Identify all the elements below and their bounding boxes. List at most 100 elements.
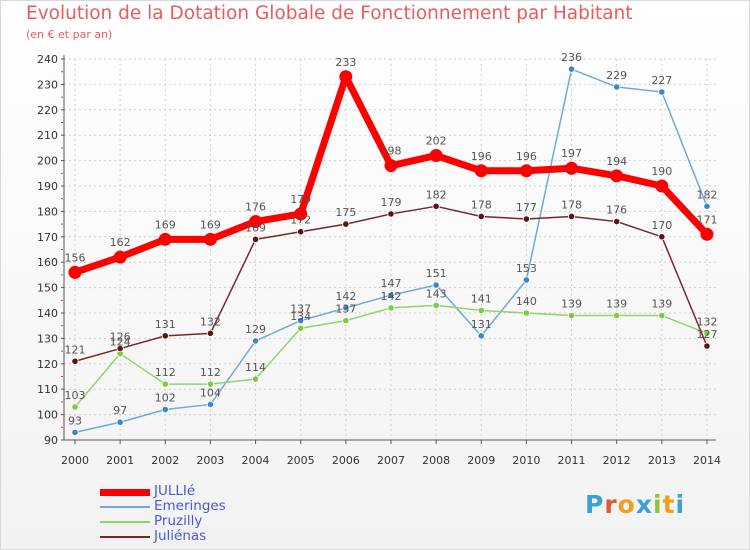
data-label: 139 <box>561 298 582 311</box>
data-label: 162 <box>110 236 131 249</box>
data-point <box>522 276 531 284</box>
data-label: 132 <box>200 315 221 328</box>
data-point <box>387 210 395 218</box>
legend-label-emeringes: Emeringes <box>154 498 226 514</box>
data-label: 147 <box>380 277 401 290</box>
data-point <box>71 357 79 365</box>
data-label: 140 <box>516 295 537 308</box>
data-label: 178 <box>561 198 582 211</box>
data-label: 114 <box>245 361 266 374</box>
y-tick-label: 130 <box>37 332 58 345</box>
data-label: 169 <box>155 218 176 231</box>
data-label: 197 <box>561 147 582 160</box>
data-point <box>206 329 215 337</box>
y-tick-label: 230 <box>37 78 58 91</box>
x-tick-label: 2006 <box>332 454 360 467</box>
data-label: 176 <box>606 204 627 217</box>
data-point <box>658 88 666 96</box>
x-tick-label: 2002 <box>151 454 179 467</box>
data-label: 142 <box>335 290 356 303</box>
data-label: 103 <box>65 389 86 402</box>
logo-letter: i <box>675 490 686 519</box>
legend-label-pruzilly: Pruzilly <box>154 513 203 529</box>
y-tick-label: 170 <box>37 231 58 244</box>
data-label: 202 <box>426 135 447 148</box>
data-point <box>522 309 531 317</box>
data-label: 112 <box>155 366 176 379</box>
logo-letter: x <box>635 490 653 519</box>
data-point <box>658 233 666 241</box>
legend-swatch-emeringes <box>100 506 150 508</box>
data-label: 142 <box>380 290 401 303</box>
data-point <box>700 227 714 241</box>
chart-title: Evolution de la Dotation Globale de Fonc… <box>26 3 633 24</box>
data-point <box>703 329 711 337</box>
y-tick-label: 140 <box>37 307 58 320</box>
x-tick-label: 2003 <box>196 454 224 467</box>
data-label: 182 <box>696 188 717 201</box>
data-point <box>519 164 533 178</box>
data-point <box>206 380 215 388</box>
data-label: 196 <box>516 150 537 163</box>
data-point <box>477 306 485 315</box>
data-point <box>342 317 350 325</box>
data-label: 97 <box>113 404 127 417</box>
data-label: 236 <box>561 51 582 64</box>
data-point <box>249 215 263 229</box>
data-label: 170 <box>651 219 672 232</box>
data-label: 176 <box>245 201 266 214</box>
y-tick-label: 150 <box>37 282 58 295</box>
x-tick-label: 2012 <box>603 454 631 467</box>
y-tick-label: 120 <box>37 358 58 371</box>
data-label: 137 <box>335 303 356 316</box>
y-tick-label: 100 <box>37 409 58 422</box>
data-point <box>432 281 440 289</box>
data-point <box>158 232 172 246</box>
legend-swatch-pruzilly <box>100 521 150 523</box>
data-label: 153 <box>516 262 537 275</box>
data-point <box>116 344 124 353</box>
logo-letter: i <box>653 490 663 519</box>
data-label: 131 <box>471 318 492 331</box>
data-point <box>339 70 353 84</box>
data-point <box>203 232 217 246</box>
data-point <box>474 164 488 178</box>
data-point <box>116 418 124 426</box>
logo-letter: r <box>604 490 618 519</box>
x-tick-label: 2010 <box>512 454 540 467</box>
data-point <box>161 405 169 414</box>
data-label: 175 <box>335 206 356 219</box>
data-label: 141 <box>471 292 492 305</box>
x-tick-label: 2005 <box>287 454 315 467</box>
data-label: 171 <box>696 213 717 226</box>
y-tick-label: 200 <box>37 155 58 168</box>
data-label: 143 <box>426 287 447 300</box>
data-point <box>206 400 215 409</box>
y-tick-label: 90 <box>44 434 58 447</box>
data-point <box>429 149 443 163</box>
proxiti-logo: Proxiti <box>585 490 685 519</box>
legend-swatch-jullie <box>100 489 150 496</box>
data-label: 190 <box>651 165 672 178</box>
data-label: 102 <box>155 392 176 405</box>
data-point <box>432 202 440 210</box>
data-point <box>71 403 79 411</box>
x-tick-label: 2007 <box>377 454 405 467</box>
data-label: 169 <box>245 221 266 234</box>
data-point <box>703 202 711 210</box>
data-point <box>384 159 398 173</box>
data-label: 124 <box>110 336 131 349</box>
data-point <box>251 375 260 383</box>
data-label: 132 <box>696 315 717 328</box>
axes: 9010011012013014015016017018019020021022… <box>37 53 721 467</box>
data-label: 93 <box>68 414 82 427</box>
legend-swatch-julienas <box>100 536 150 538</box>
data-point <box>161 332 169 340</box>
data-label: 198 <box>380 145 401 158</box>
data-label: 121 <box>65 343 86 356</box>
data-point <box>567 212 576 221</box>
data-point <box>297 324 305 332</box>
legend-label-jullie: JULLIé <box>154 483 196 499</box>
data-point <box>477 332 485 340</box>
